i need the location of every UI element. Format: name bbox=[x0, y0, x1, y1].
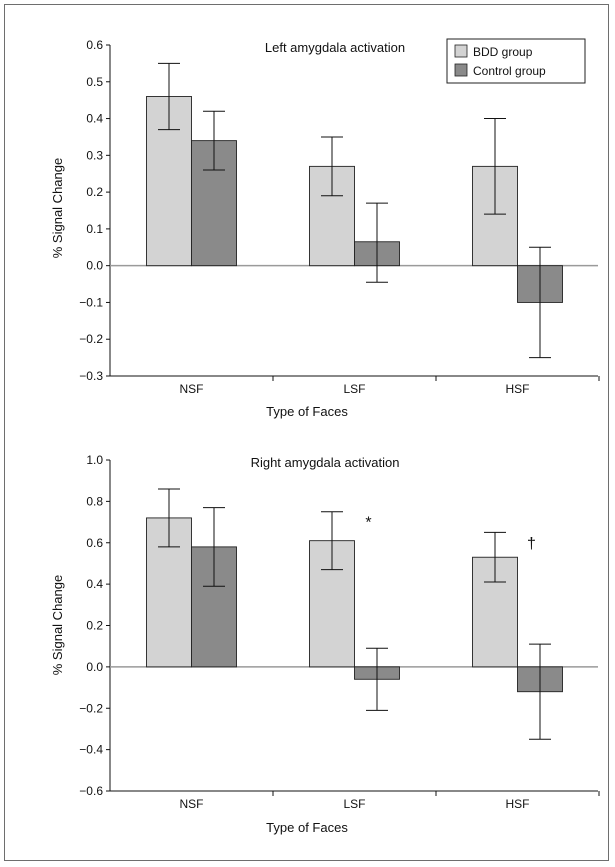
y-tick-label: 0.8 bbox=[86, 494, 103, 508]
error-bar-control-lsf bbox=[366, 647, 388, 711]
y-tick-label: 0.2 bbox=[86, 185, 103, 199]
y-tick-label: −0.6 bbox=[79, 784, 103, 798]
y-tick-label: 0.4 bbox=[86, 112, 103, 126]
y-tick-label: −0.3 bbox=[79, 369, 103, 383]
y-tick-label: 0.3 bbox=[86, 148, 103, 162]
error-bar-control-hsf bbox=[529, 643, 551, 740]
chart-title: Right amygdala activation bbox=[251, 455, 400, 470]
y-tick-label: −0.2 bbox=[79, 332, 103, 346]
y-tick-label: −0.2 bbox=[79, 701, 103, 715]
legend-label-bdd: BDD group bbox=[473, 45, 533, 59]
legend: BDD group Control group bbox=[446, 38, 586, 84]
error-bar-bdd-lsf bbox=[321, 136, 343, 197]
y-tick-label: 0.4 bbox=[86, 577, 103, 591]
legend-swatch-control bbox=[454, 63, 468, 77]
x-tick-label: NSF bbox=[180, 382, 204, 396]
legend-box bbox=[446, 38, 586, 84]
significance-marker: † bbox=[527, 535, 536, 552]
x-tick-label: LSF bbox=[343, 382, 365, 396]
y-tick-label: 0.6 bbox=[86, 38, 103, 52]
legend-label-control: Control group bbox=[473, 64, 546, 78]
y-axis-title: % Signal Change bbox=[50, 158, 65, 258]
error-bar-control-nsf bbox=[203, 110, 225, 171]
y-tick-label: 0.0 bbox=[86, 660, 103, 674]
x-axis-title: Type of Faces bbox=[266, 820, 348, 835]
right-amygdala-chart: Right amygdala activation Type of Faces … bbox=[50, 453, 600, 835]
plot-area: −0.3 −0.2 −0.1 0.0 0.1 0.2 0.3 0.4 0.5 0.6 NSF LSF H… bbox=[79, 38, 600, 396]
error-bar-bdd-nsf bbox=[158, 488, 180, 548]
y-tick-label: 0.0 bbox=[86, 259, 103, 273]
left-amygdala-chart: Left amygdala activation Type of Faces %… bbox=[50, 38, 600, 419]
figure-frame bbox=[4, 4, 609, 861]
y-tick-label: 0.6 bbox=[86, 536, 103, 550]
plot-area: −0.6 −0.4 −0.2 0.0 0.2 0.4 0.6 0.8 1.0 NSF LSF HSF *… bbox=[79, 453, 600, 811]
error-bar-control-nsf bbox=[203, 507, 225, 587]
chart-title: Left amygdala activation bbox=[265, 40, 405, 55]
x-axis-title: Type of Faces bbox=[266, 404, 348, 419]
legend-swatch-bdd bbox=[454, 44, 468, 58]
x-tick-label: HSF bbox=[506, 797, 530, 811]
error-bar-bdd-nsf bbox=[158, 62, 180, 131]
x-tick-label: LSF bbox=[343, 797, 365, 811]
y-tick-label: 0.2 bbox=[86, 619, 103, 633]
y-tick-label: 0.1 bbox=[86, 222, 103, 236]
x-tick-label: NSF bbox=[180, 797, 204, 811]
y-axis-title: % Signal Change bbox=[50, 575, 65, 675]
y-tick-label: −0.4 bbox=[79, 743, 103, 757]
y-tick-label: 0.5 bbox=[86, 75, 103, 89]
x-tick-label: HSF bbox=[506, 382, 530, 396]
significance-marker: * bbox=[365, 515, 371, 532]
error-bar-control-lsf bbox=[366, 202, 388, 283]
y-tick-label: −0.1 bbox=[79, 295, 103, 309]
error-bar-bdd-hsf bbox=[484, 531, 506, 583]
error-bar-bdd-lsf bbox=[321, 511, 343, 571]
error-bar-bdd-hsf bbox=[484, 118, 506, 215]
y-tick-label: 1.0 bbox=[86, 453, 103, 467]
error-bar-control-hsf bbox=[529, 246, 551, 359]
